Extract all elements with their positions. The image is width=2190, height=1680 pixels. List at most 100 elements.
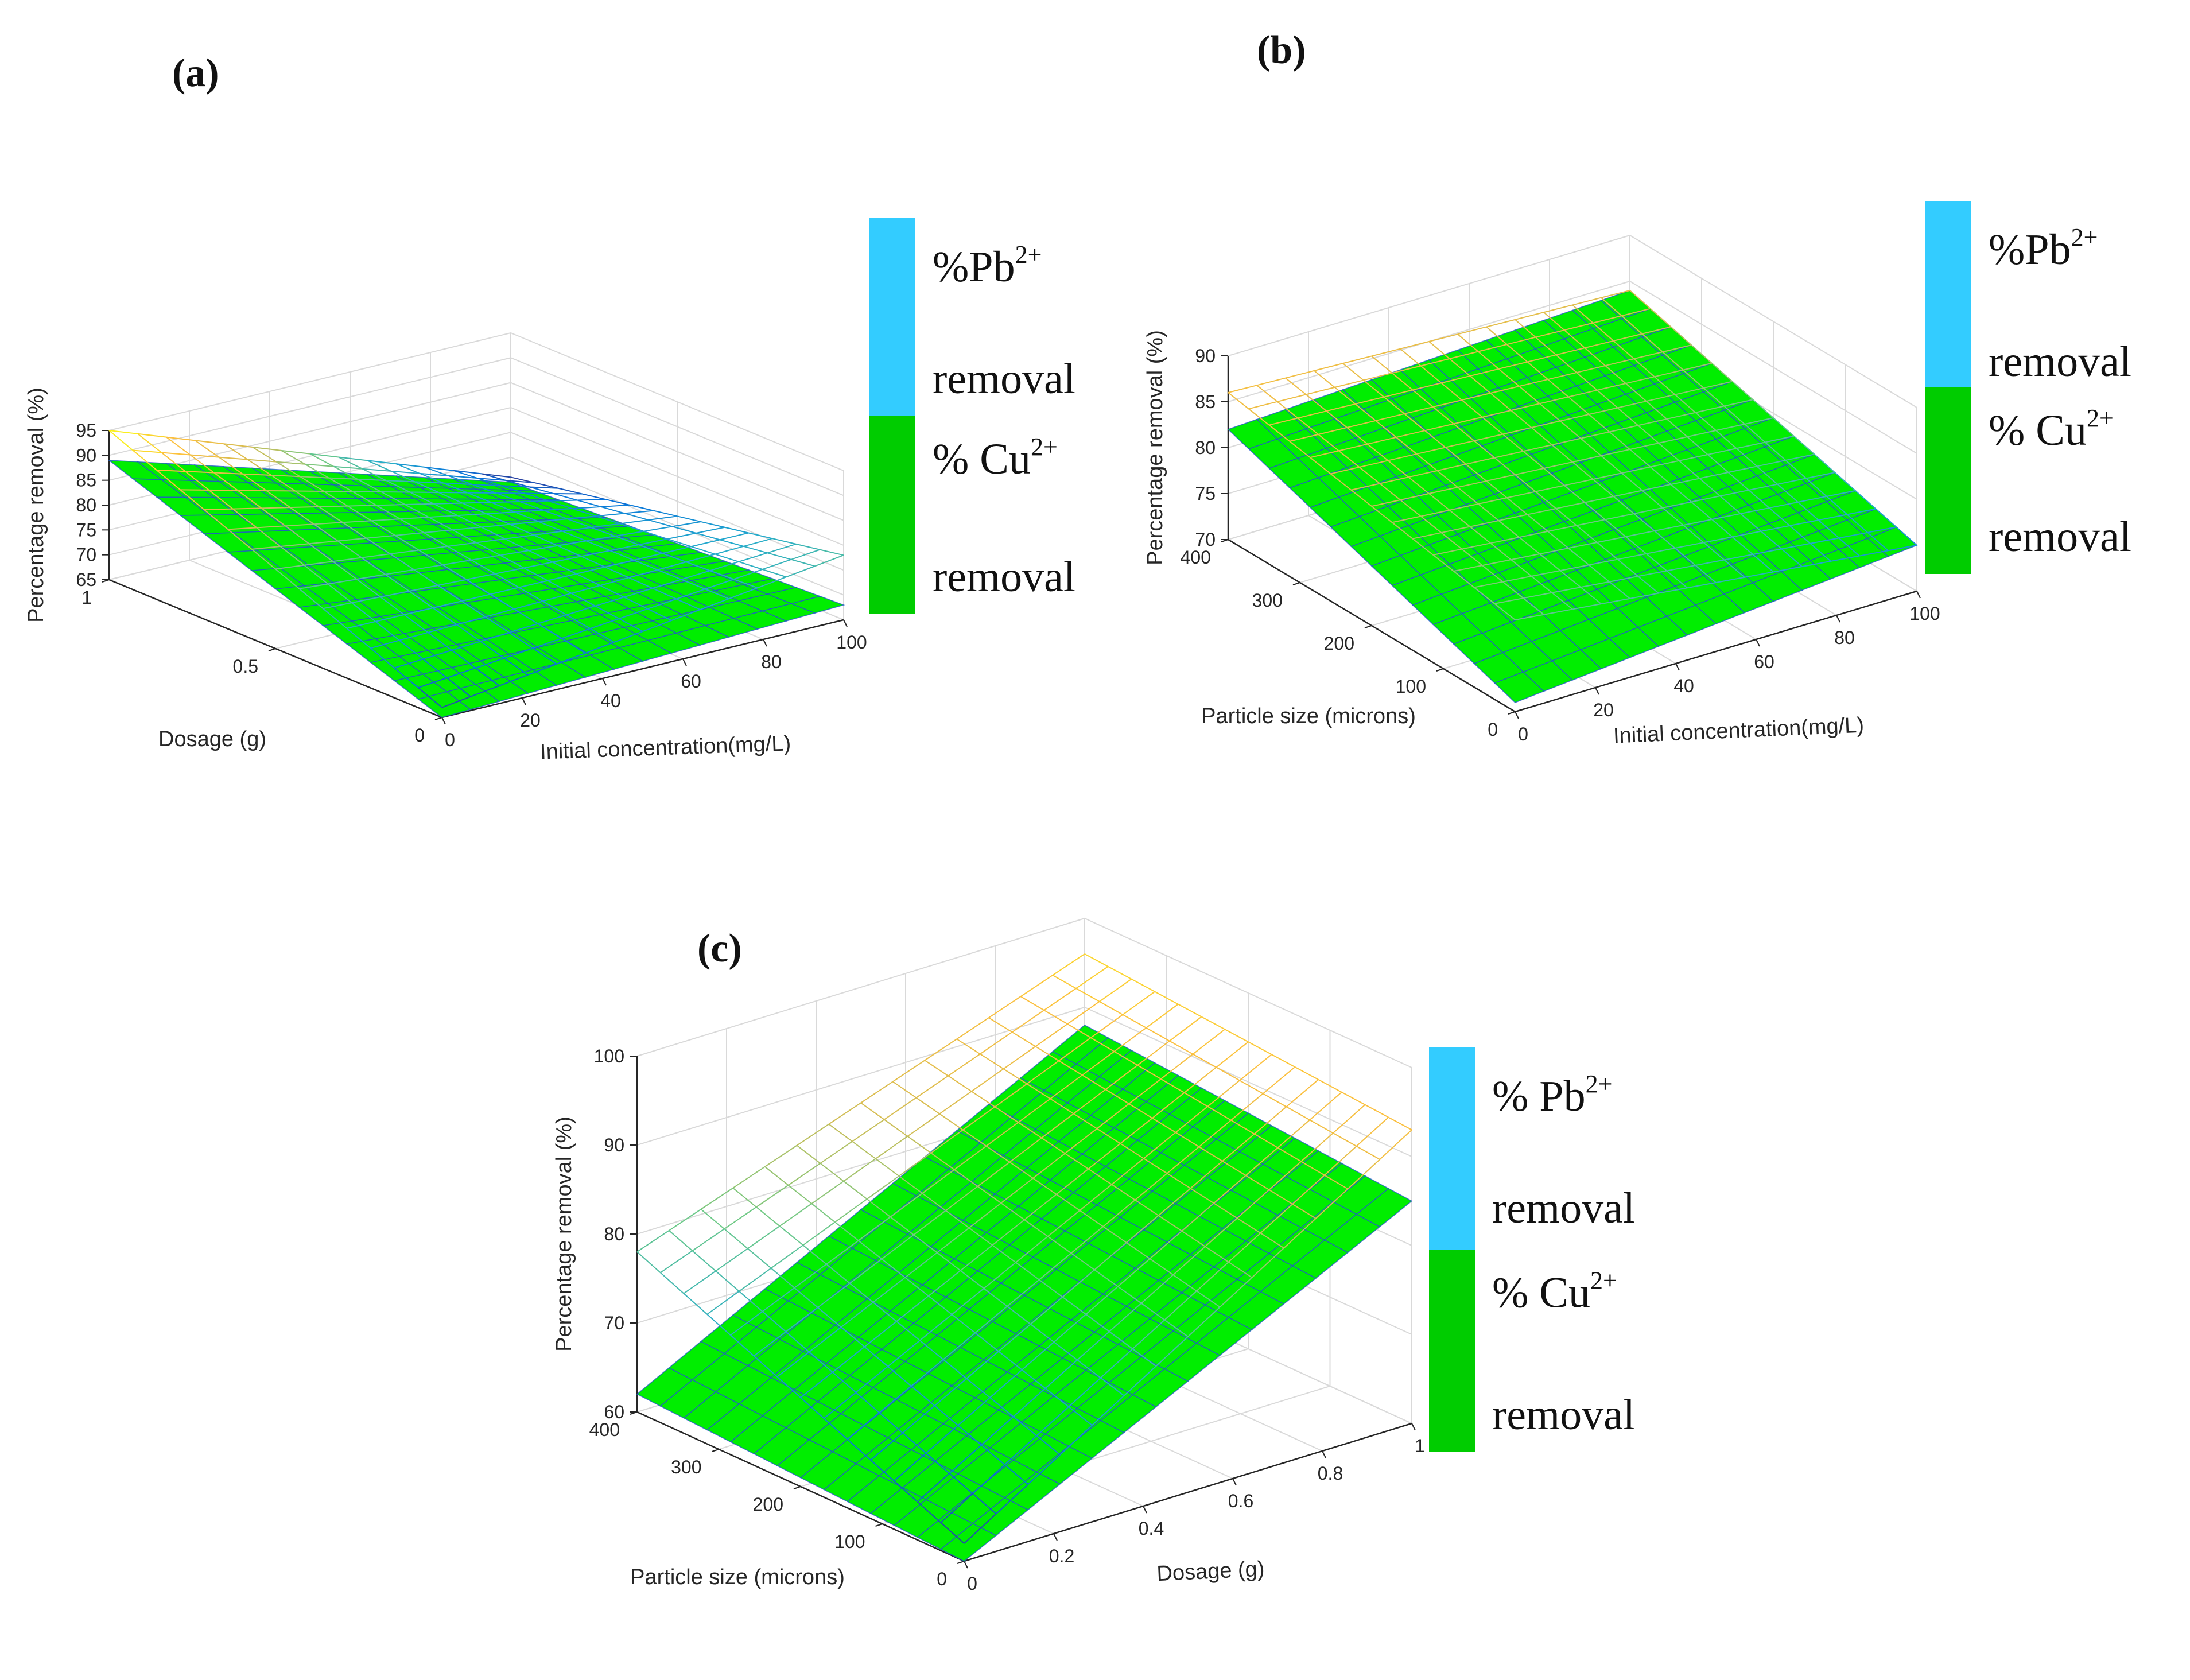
pb-mesh-line [1760,530,1782,550]
legend-pb-removal: removal [1492,1184,1635,1232]
pb-mesh-line [1198,1146,1223,1162]
x-tick-mark [441,717,446,725]
pb-mesh-line [811,1181,844,1204]
pb-mesh-line [1625,530,1655,538]
pb-mesh-line [1392,373,1414,391]
pb-mesh-line [1164,1290,1197,1321]
pb-mesh-line [1498,368,1520,387]
pb-mesh-line [1498,520,1520,538]
y-tick-label: 0 [1488,719,1498,740]
y-tick-label: 300 [1252,590,1283,611]
pb-mesh-line [1207,1105,1232,1121]
pb-mesh-line [1067,1023,1092,1038]
pb-mesh-line [1662,507,1684,526]
pb-mesh-line [1216,1041,1249,1068]
pb-mesh-line [276,461,305,465]
z-tick-label: 70 [1195,529,1216,550]
pb-mesh-line [706,1314,731,1336]
pb-mesh-line [1642,484,1671,491]
pb-mesh-line [1581,431,1610,439]
pb-mesh-line [1077,1359,1101,1379]
pb-mesh-line [1041,1137,1066,1154]
pb-mesh-line [576,573,601,586]
pb-mesh-line [671,609,701,621]
pb-mesh-line [824,1418,848,1440]
pb-mesh-line [375,621,400,641]
pb-mesh-line [1432,399,1462,408]
pb-mesh-line [514,511,539,522]
pb-mesh-line [553,493,577,501]
pb-mesh-line [361,557,386,575]
pb-mesh-line [1613,496,1634,514]
pb-mesh-line [764,1166,789,1186]
pb-mesh-line [1613,490,1642,497]
pb-mesh-line [219,456,248,460]
pb-mesh-line [1523,451,1544,469]
pb-mesh-line [1009,1161,1034,1179]
pb-mesh-line [1404,413,1426,431]
pb-mesh-line [1515,474,1536,492]
pb-mesh-line [945,1186,978,1211]
pb-mesh-line [1810,537,1839,544]
pb-mesh-line [1169,1040,1194,1055]
pb-mesh-line [809,1326,842,1353]
legend: %Pb2+removal% Cu2+removal [869,218,1075,614]
z-tick-label: 70 [76,545,96,565]
pb-mesh-line [1564,484,1586,503]
pb-mesh-line [356,579,381,597]
pb-mesh-line [1196,1290,1221,1308]
pb-mesh-line [629,504,654,511]
pb-mesh-line [424,466,454,471]
pb-mesh-line [275,564,305,570]
pb-mesh-line [1711,363,1733,382]
x-tick-mark [1143,1506,1147,1514]
pb-mesh-line [433,502,463,505]
pb-mesh-line [1568,548,1590,566]
pb-mesh-line [366,534,395,539]
pb-mesh-line [1375,420,1397,438]
pb-mesh-line [1502,427,1532,435]
pb-mesh-line [1482,416,1504,435]
legend-pb-label: % Pb2+ [1492,1070,1612,1120]
pb-mesh-line [347,620,376,629]
pb-mesh-line [1564,479,1593,486]
pb-mesh-line [787,1185,812,1204]
pb-mesh-line [1769,507,1791,526]
pb-mesh-line [1560,564,1589,572]
x-tick-label: 20 [1593,700,1614,720]
pb-mesh-line [1515,468,1544,475]
pb-mesh-line [1757,459,1786,467]
pb-mesh-line [1875,508,1897,528]
pb-mesh-line [366,537,391,554]
pb-mesh-line [1453,571,1475,588]
pb-mesh-line [600,506,625,514]
pb-mesh-line [983,1262,1016,1289]
pb-mesh-line [529,486,554,494]
x-tick-label: 0.2 [1049,1546,1074,1566]
pb-mesh-line [1094,1269,1119,1287]
pb-mesh-line [481,526,506,540]
pb-mesh-line [1551,592,1573,610]
pb-mesh-line [552,556,582,563]
pb-mesh-line [1432,406,1454,425]
pb-mesh-line [290,507,314,525]
pb-mesh-line [852,1119,885,1142]
pb-mesh-line [1896,526,1917,546]
pb-mesh-line [438,491,468,494]
pb-mesh-line [1470,368,1499,377]
pb-mesh-line [1172,1274,1197,1292]
pb-mesh-line [832,1371,857,1393]
pb-mesh-line [1654,369,1684,378]
pb-mesh-line [1576,372,1598,391]
pb-mesh-line [1228,1232,1261,1263]
pb-mesh-line [1334,387,1356,405]
pb-mesh-line [596,515,620,525]
pb-mesh-line [1260,1204,1293,1234]
pb-mesh-line [309,453,334,467]
pb-mesh-line [403,614,429,633]
pb-mesh-line [495,492,521,502]
pb-mesh-line [1268,1161,1302,1190]
pb-mesh-line [1128,1078,1162,1104]
pb-mesh-line [1371,506,1393,523]
pb-mesh-line [1674,548,1696,566]
